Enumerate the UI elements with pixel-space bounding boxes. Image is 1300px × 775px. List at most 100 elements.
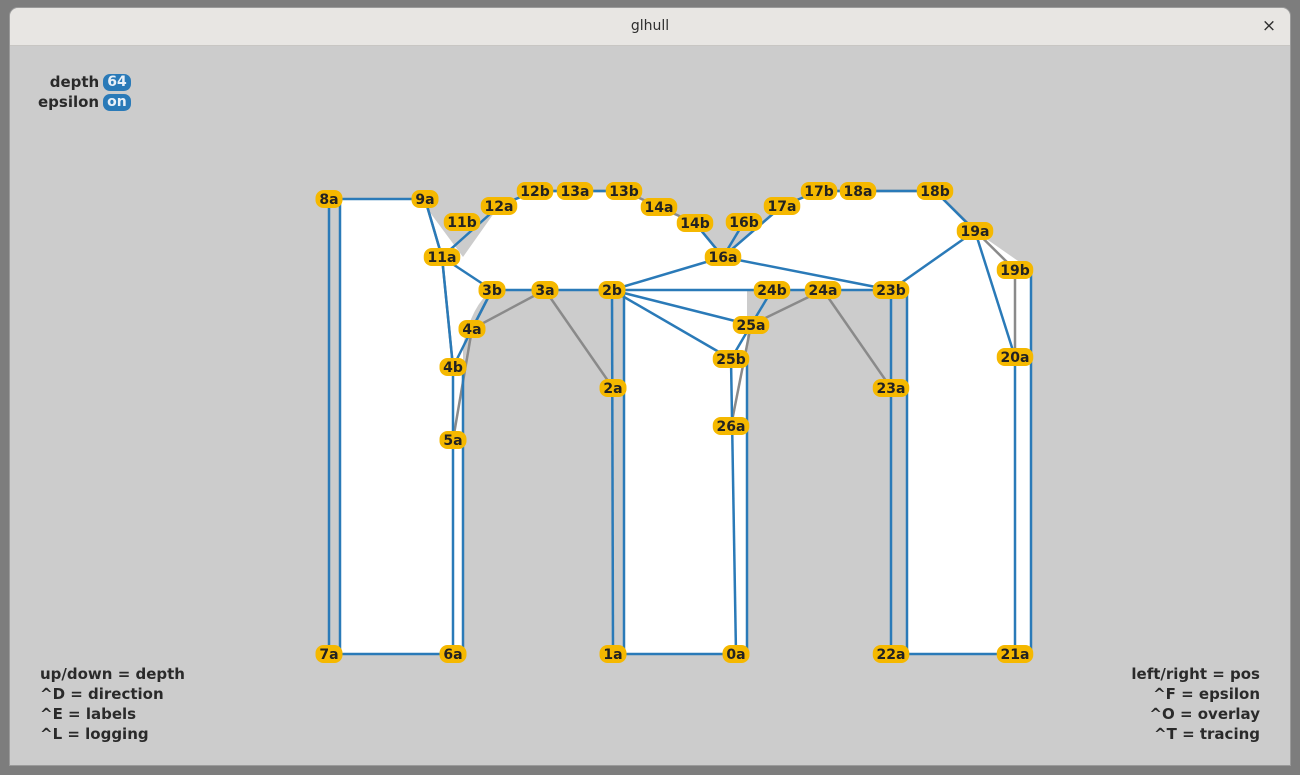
hull-edge — [821, 289, 893, 389]
svg-text:13a: 13a — [561, 184, 590, 200]
vertex-label: 3a — [531, 281, 559, 299]
svg-text:16a: 16a — [709, 250, 738, 266]
help-line: ^D = direction — [40, 685, 164, 703]
vertex-label: 16b — [725, 213, 763, 231]
svg-text:3b: 3b — [482, 283, 502, 299]
outline-edge — [973, 230, 1017, 358]
hull-canvas[interactable]: 8a 9a 11b 12a 12b 13a 13b 14a 14b 16b 17a 17b 18a 18b… — [10, 45, 1290, 765]
svg-text:4b: 4b — [443, 360, 463, 376]
help-line: left/right = pos — [1131, 665, 1260, 683]
hull-edge — [471, 288, 546, 331]
vertex-label: 25b — [712, 350, 750, 368]
svg-text:16b: 16b — [729, 215, 759, 231]
vertex-label: 5a — [439, 431, 467, 449]
vertex-label: 22a — [872, 645, 910, 663]
depth-badge: 64 — [103, 73, 131, 91]
outline-edge — [729, 358, 738, 655]
help-line: ^L = logging — [40, 725, 149, 743]
vertex-label: 11a — [423, 248, 461, 266]
svg-text:25b: 25b — [716, 352, 746, 368]
hull-drawing: 8a 9a 11b 12a 12b 13a 13b 14a 14b 16b 17a 17b 18a 18b… — [315, 182, 1034, 663]
svg-text:24a: 24a — [809, 283, 838, 299]
vertex-label: 7a — [315, 645, 343, 663]
svg-text:11a: 11a — [428, 250, 457, 266]
vertex-label: 9a — [411, 190, 439, 208]
hull-edge — [729, 324, 753, 427]
svg-text:4a: 4a — [462, 322, 481, 338]
svg-text:25a: 25a — [737, 318, 766, 334]
svg-text:8a: 8a — [319, 192, 338, 208]
svg-text:23b: 23b — [876, 283, 906, 299]
help-line: ^F = epsilon — [1153, 685, 1260, 703]
vertex-label: 14b — [676, 214, 714, 232]
vertex-label: 12a — [480, 197, 518, 215]
epsilon-badge: on — [103, 93, 131, 111]
vertex-label: 24a — [804, 281, 842, 299]
svg-text:18b: 18b — [920, 184, 950, 200]
svg-text:11b: 11b — [447, 215, 477, 231]
help-left: up/down = depth ^D = direction ^E = labe… — [40, 664, 185, 744]
help-line: ^T = tracing — [1154, 725, 1260, 743]
svg-text:26a: 26a — [717, 419, 746, 435]
outline-edge — [611, 288, 752, 327]
svg-text:23a: 23a — [877, 381, 906, 397]
window-title: glhull — [630, 18, 670, 34]
arch-interior-right — [772, 290, 907, 388]
outline-edge — [611, 255, 724, 292]
vertex-label: 3b — [478, 281, 506, 299]
vertex-label: 14a — [640, 198, 678, 216]
vertex-label: 13b — [605, 182, 643, 200]
svg-text:13b: 13b — [609, 184, 639, 200]
svg-text:12a: 12a — [485, 199, 514, 215]
svg-text:24b: 24b — [757, 283, 787, 299]
vertex-label: 23a — [872, 379, 910, 397]
svg-text:20a: 20a — [1001, 350, 1030, 366]
svg-text:2b: 2b — [602, 283, 622, 299]
help-line: ^E = labels — [40, 705, 137, 723]
vertex-label: 4a — [458, 320, 486, 338]
outline-edge — [722, 255, 892, 292]
depth-label: depth — [49, 73, 100, 91]
vertex-label: 21a — [996, 645, 1034, 663]
vertex-label: 12b — [516, 182, 554, 200]
svg-text:6a: 6a — [443, 647, 462, 663]
vertex-label: 6a — [439, 645, 467, 663]
title-bar[interactable]: glhull × — [10, 8, 1290, 46]
svg-text:18a: 18a — [844, 184, 873, 200]
vertex-label: 1a — [599, 645, 627, 663]
vertex-label: 25a — [732, 316, 770, 334]
vertex-label: 24b — [753, 281, 791, 299]
vertex-label: 11b — [443, 213, 481, 231]
vertex-label: 26a — [712, 417, 750, 435]
outline-edge — [440, 256, 455, 368]
svg-text:3a: 3a — [535, 283, 554, 299]
svg-text:1a: 1a — [603, 647, 622, 663]
svg-text:17a: 17a — [768, 199, 797, 215]
svg-text:22a: 22a — [877, 647, 906, 663]
vertex-label: 13a — [556, 182, 594, 200]
depth-row: depth 64 — [38, 72, 131, 92]
hull-edge — [543, 289, 615, 389]
vertex-label: 20a — [996, 348, 1034, 366]
vertex-label: 18a — [839, 182, 877, 200]
vertex-label: 0a — [722, 645, 750, 663]
help-right: left/right = pos ^F = epsilon ^O = overl… — [1131, 664, 1260, 744]
vertex-label: 18b — [916, 182, 954, 200]
vertex-label: 4b — [439, 358, 467, 376]
svg-text:14a: 14a — [645, 200, 674, 216]
svg-text:19a: 19a — [961, 224, 990, 240]
svg-text:5a: 5a — [443, 433, 462, 449]
epsilon-label: epsilon — [38, 93, 100, 111]
vertex-label: 23b — [872, 281, 910, 299]
outline-edge — [610, 289, 615, 655]
svg-text:12b: 12b — [520, 184, 550, 200]
svg-text:0a: 0a — [726, 647, 745, 663]
glyph-stem-fill — [340, 199, 463, 654]
app-window: glhull × 8a 9a 11b 12a 12b 13a 13b 14a 14b 16b 17a… — [10, 8, 1290, 765]
vertex-label: 19b — [996, 261, 1034, 279]
vertex-label: 16a — [704, 248, 742, 266]
help-line: ^O = overlay — [1149, 705, 1260, 723]
close-icon[interactable]: × — [1261, 16, 1277, 36]
vertex-label: 17a — [763, 197, 801, 215]
outline-edge — [423, 198, 444, 258]
